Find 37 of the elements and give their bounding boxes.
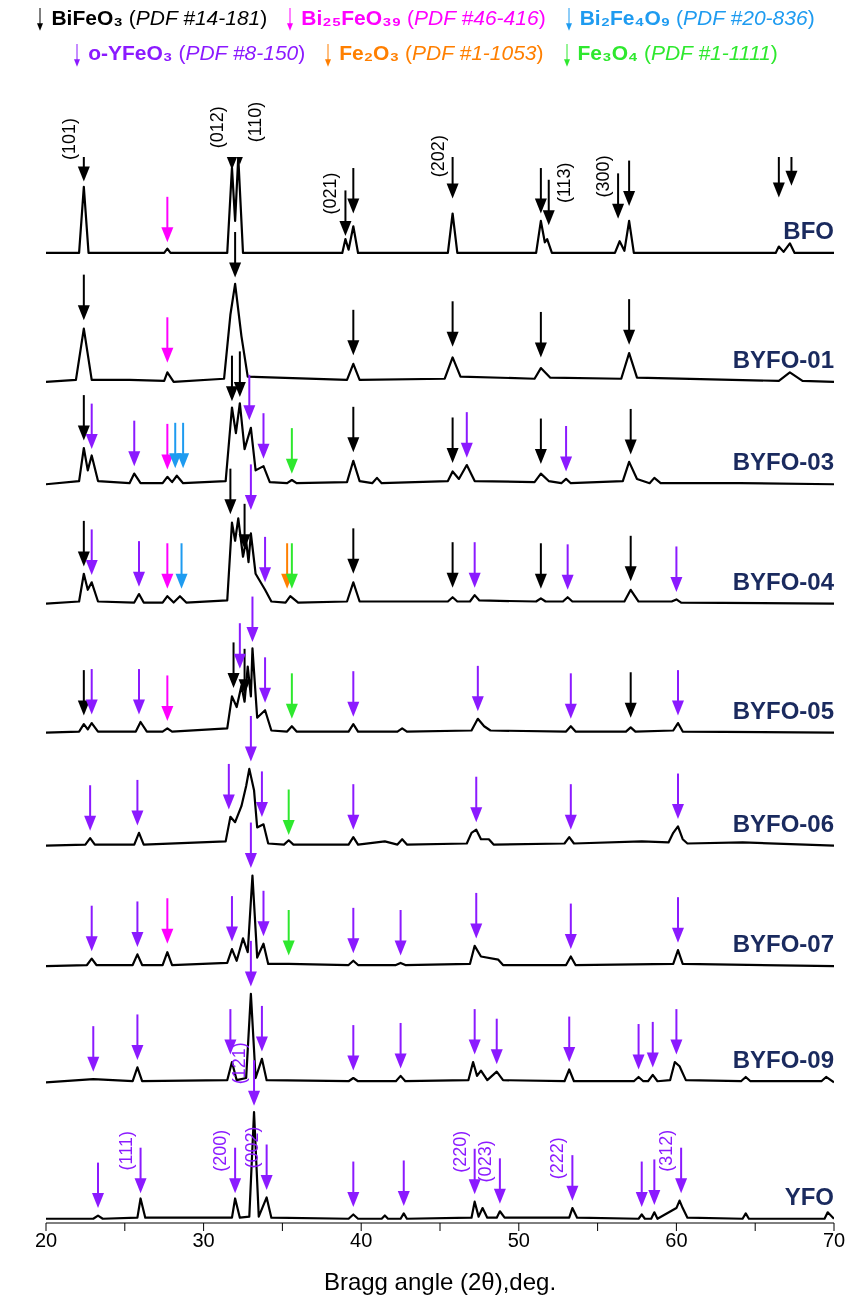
annotation: (202) xyxy=(427,135,448,178)
annotation: (021) xyxy=(320,172,341,215)
x-tick-label: 30 xyxy=(192,1229,215,1252)
annotation: (113) xyxy=(553,162,574,204)
annotation: (300) xyxy=(593,155,614,198)
series-label: BYFO-04 xyxy=(732,567,835,595)
series-label: BYFO-07 xyxy=(732,930,834,958)
annotation: (110) xyxy=(244,101,265,143)
series-label: YFO xyxy=(784,1182,834,1210)
series-label: BYFO-06 xyxy=(732,809,834,837)
annotation: (312) xyxy=(656,1129,677,1172)
x-tick-label: 40 xyxy=(350,1229,373,1252)
series-label: BYFO-03 xyxy=(732,448,834,476)
x-tick-label: 60 xyxy=(665,1229,688,1252)
legend-label: Bi₂₅FeO₃₉ (PDF #46-416) xyxy=(300,6,546,31)
annotation: (121) xyxy=(229,1042,250,1085)
annotation: (002) xyxy=(241,1126,262,1169)
annotation: (111) xyxy=(115,1131,136,1171)
legend-label: Fe₃O₄ (PDF #1-1111) xyxy=(576,41,778,67)
series-label: BYFO-09 xyxy=(732,1046,834,1074)
x-axis-title: Bragg angle (2θ),deg. xyxy=(323,1268,557,1295)
annotation: (012) xyxy=(206,106,227,149)
series-label: BFO xyxy=(783,216,834,244)
legend-label: BiFeO₃ (PDF #14-181) xyxy=(50,6,268,31)
legend-label: Bi₂Fe₄O₉ (PDF #20-836) xyxy=(578,6,815,31)
annotation: (222) xyxy=(547,1137,568,1180)
annotation: (220) xyxy=(449,1130,470,1173)
x-tick-label: 20 xyxy=(34,1229,58,1252)
x-tick-label: 50 xyxy=(507,1229,530,1252)
legend-label: Fe₂O₃ (PDF #1-1053) xyxy=(338,41,544,67)
annotation: (200) xyxy=(210,1129,231,1172)
series-label: BYFO-05 xyxy=(732,696,834,724)
annotation: (101) xyxy=(58,118,79,161)
series-label: BYFO-01 xyxy=(732,345,834,373)
legend-label: o-YFeO₃ (PDF #8-150) xyxy=(87,41,306,67)
x-tick-label: 70 xyxy=(822,1229,846,1252)
annotation: (023) xyxy=(474,1140,495,1183)
